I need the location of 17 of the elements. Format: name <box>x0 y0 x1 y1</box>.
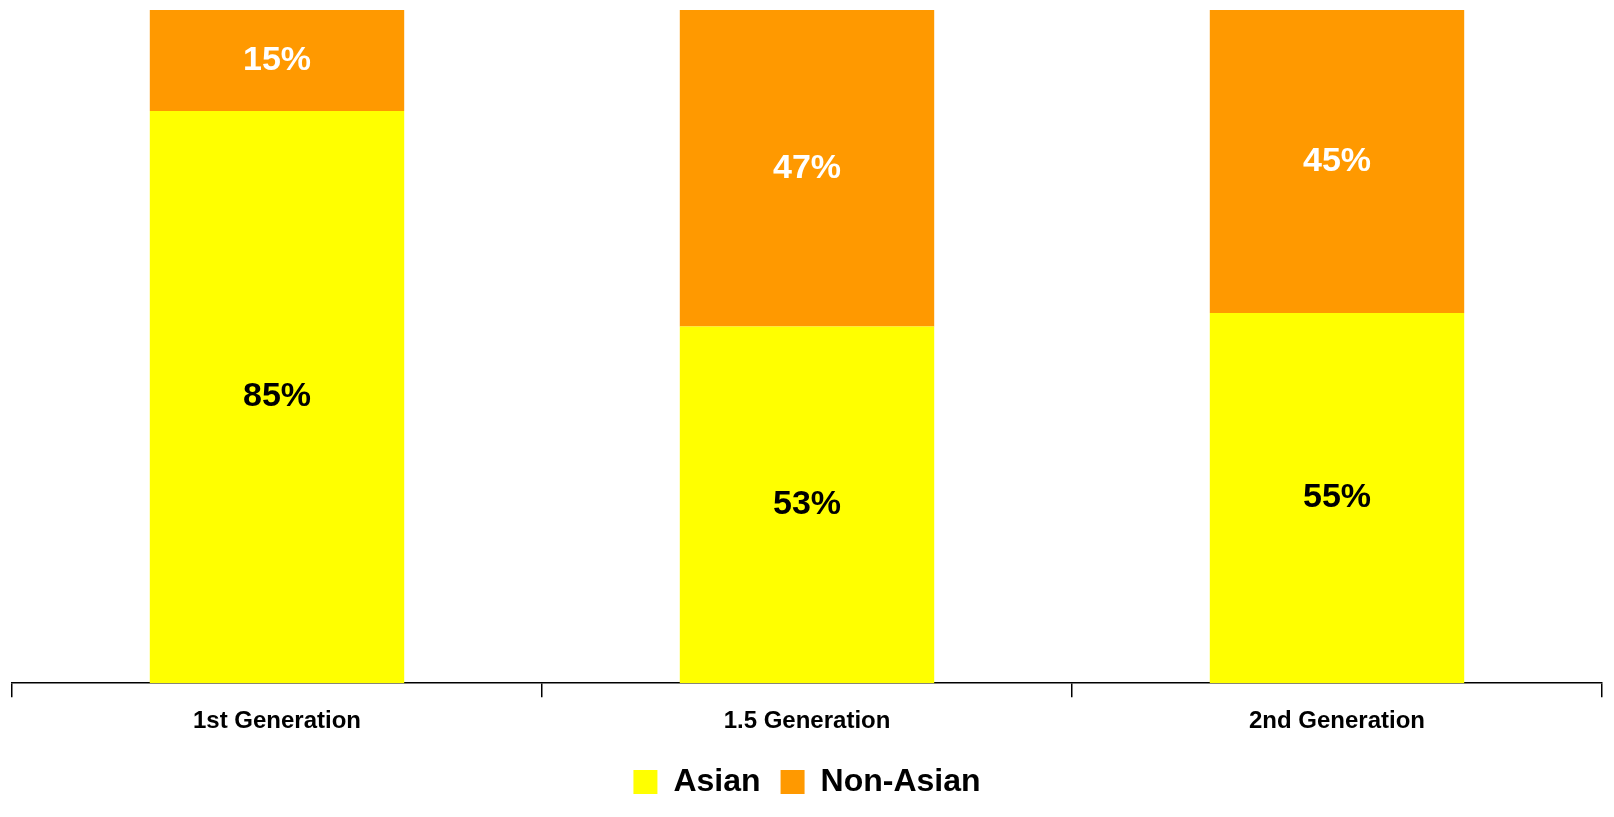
data-label: 53% <box>772 483 842 522</box>
data-label: 45% <box>1302 139 1372 178</box>
bar <box>149 110 405 684</box>
data-label: 85% <box>242 375 312 414</box>
x-tick-label: 1st Generation <box>192 706 362 734</box>
data-label: 47% <box>772 146 842 185</box>
bar <box>149 10 405 111</box>
data-label: 55% <box>1302 476 1372 515</box>
x-tick-label: 2nd Generation <box>1248 706 1426 734</box>
bar <box>1209 10 1465 313</box>
legend-label: Asian <box>673 761 761 798</box>
data-label: 15% <box>242 38 312 77</box>
legend-label: Non-Asian <box>820 761 981 798</box>
x-tick-label: 1.5 Generation <box>723 706 891 734</box>
bar <box>1209 312 1465 684</box>
bar <box>679 10 935 327</box>
bar <box>679 326 935 684</box>
